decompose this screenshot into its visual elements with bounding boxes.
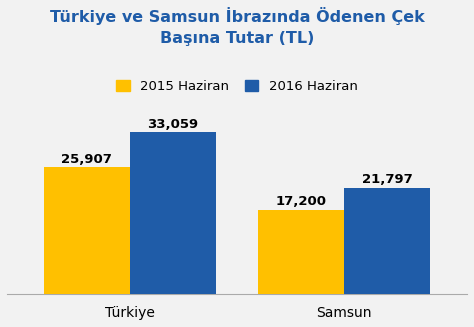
- Text: 21,797: 21,797: [362, 173, 413, 186]
- Text: 25,907: 25,907: [61, 153, 112, 166]
- Bar: [44, 167, 130, 294]
- Bar: [130, 132, 216, 294]
- Text: 33,059: 33,059: [147, 118, 198, 131]
- Bar: [258, 210, 344, 294]
- Legend: 2015 Haziran, 2016 Haziran: 2015 Haziran, 2016 Haziran: [117, 80, 357, 93]
- Text: 17,200: 17,200: [276, 195, 327, 208]
- Title: Türkiye ve Samsun İbrazında Ödenen Çek
Başına Tutar (TL): Türkiye ve Samsun İbrazında Ödenen Çek B…: [50, 7, 424, 46]
- Bar: [344, 188, 430, 294]
